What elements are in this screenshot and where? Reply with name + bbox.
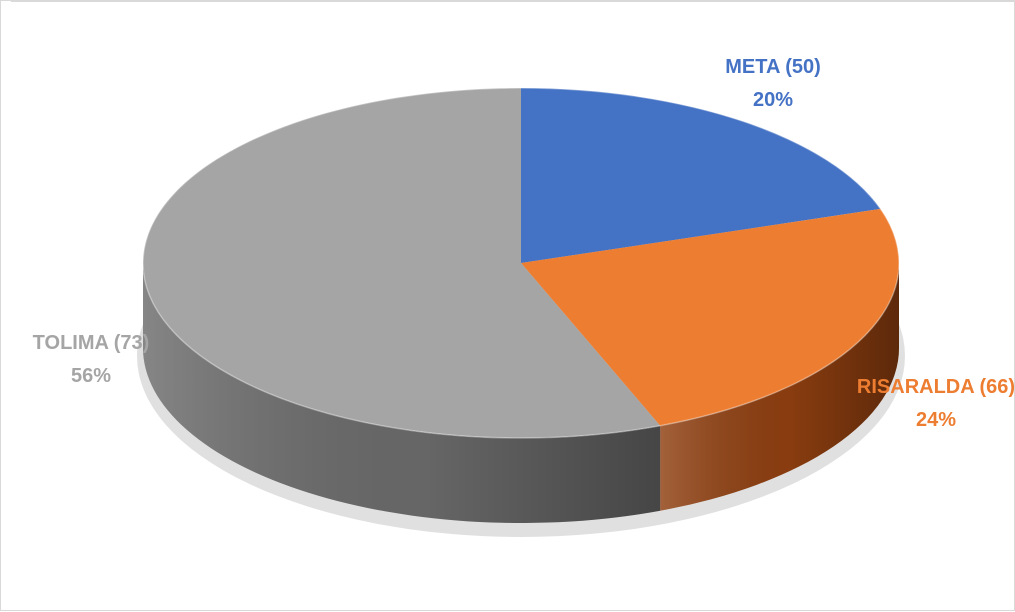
frame-top-rule <box>11 1 1014 2</box>
pie-side-shade-1-0 <box>660 263 899 511</box>
pie-rim-highlight <box>142 87 900 439</box>
slice-label-percent: 20% <box>753 89 793 111</box>
slice-label-name: TOLIMA (73) <box>33 332 150 354</box>
pie-sides <box>143 263 899 523</box>
pie-slice-tolima-73 <box>143 88 661 438</box>
pie-labels: META (50) 20% RISARALDA (66) 24% TOLIMA (73)… <box>33 56 1015 431</box>
slice-label-name: META (50) <box>725 56 821 78</box>
pie-tops <box>142 87 900 439</box>
slice-label-percent: 56% <box>71 365 111 387</box>
pie-slice-meta-50 <box>521 88 881 263</box>
slice-label-name: RISARALDA (66) <box>857 376 1015 398</box>
pie-side-shade-2-0 <box>143 263 661 523</box>
pie-slice-risaralda-66 <box>521 208 899 426</box>
slice-label-percent: 24% <box>916 409 956 431</box>
